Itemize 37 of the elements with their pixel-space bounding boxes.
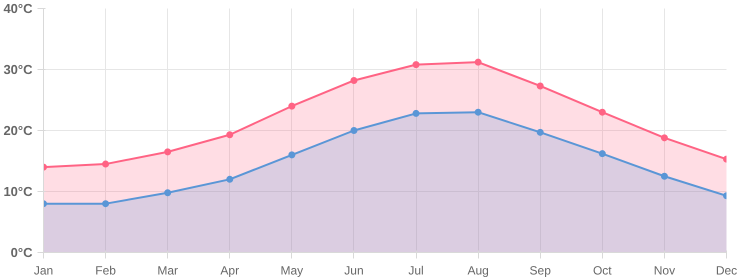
point bbox=[350, 127, 358, 134]
y-tick-label: 0°C bbox=[10, 245, 34, 260]
y-tick-label: 30°C bbox=[3, 62, 34, 77]
point bbox=[288, 151, 296, 158]
x-tick-label: Jul bbox=[408, 264, 424, 278]
x-tick-label: Oct bbox=[592, 264, 612, 278]
x-tick-label: Feb bbox=[95, 264, 116, 278]
x-tick-label: Apr bbox=[220, 264, 240, 278]
point bbox=[598, 108, 606, 116]
point bbox=[412, 61, 420, 68]
x-tick-label: Sep bbox=[530, 264, 552, 278]
point bbox=[660, 172, 668, 180]
x-tick-label: Mar bbox=[157, 264, 178, 278]
x-tick-label: Nov bbox=[654, 264, 676, 278]
point bbox=[412, 110, 420, 117]
point bbox=[226, 176, 234, 183]
x-tick-label: Dec bbox=[716, 264, 738, 278]
point bbox=[226, 131, 234, 138]
x-tick-label: May bbox=[280, 264, 304, 278]
point bbox=[536, 82, 544, 90]
point bbox=[164, 189, 172, 196]
point bbox=[164, 148, 172, 156]
point bbox=[536, 128, 544, 136]
point bbox=[660, 134, 668, 142]
x-tick-label: Aug bbox=[467, 264, 489, 278]
x-tick-label: Jan bbox=[34, 264, 54, 278]
y-tick-label: 40°C bbox=[3, 1, 34, 16]
point bbox=[350, 76, 358, 84]
point bbox=[288, 102, 296, 110]
y-tick-label: 10°C bbox=[3, 184, 34, 199]
point bbox=[102, 160, 110, 168]
point bbox=[474, 58, 482, 66]
point bbox=[474, 108, 482, 116]
x-tick-label: Jun bbox=[344, 264, 364, 278]
point bbox=[102, 200, 110, 208]
y-tick-label: 20°C bbox=[3, 123, 34, 138]
point bbox=[598, 150, 606, 158]
